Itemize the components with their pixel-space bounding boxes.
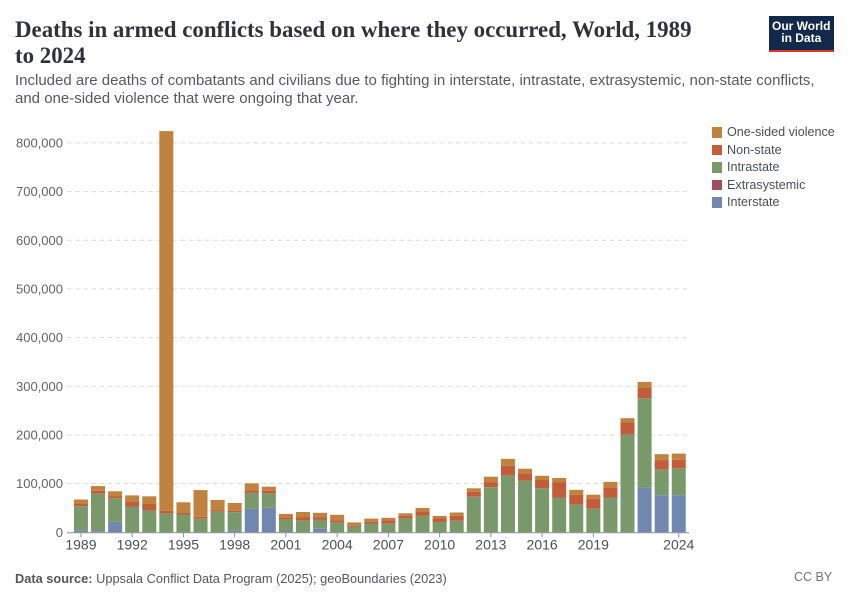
- svg-text:2007: 2007: [373, 537, 404, 553]
- svg-text:1995: 1995: [168, 537, 199, 553]
- svg-text:1989: 1989: [65, 537, 96, 553]
- svg-text:2010: 2010: [424, 537, 455, 553]
- svg-text:2024: 2024: [663, 537, 694, 553]
- svg-text:200,000: 200,000: [16, 428, 63, 443]
- svg-text:2019: 2019: [578, 537, 609, 553]
- svg-text:2016: 2016: [527, 537, 558, 553]
- svg-text:2001: 2001: [270, 537, 301, 553]
- svg-text:1998: 1998: [219, 537, 250, 553]
- svg-text:1992: 1992: [117, 537, 148, 553]
- svg-text:300,000: 300,000: [16, 379, 63, 394]
- svg-text:700,000: 700,000: [16, 184, 63, 199]
- svg-text:2013: 2013: [475, 537, 506, 553]
- svg-text:400,000: 400,000: [16, 330, 63, 345]
- svg-text:800,000: 800,000: [16, 136, 63, 151]
- svg-text:100,000: 100,000: [16, 476, 63, 491]
- svg-text:0: 0: [56, 525, 63, 540]
- svg-text:600,000: 600,000: [16, 233, 63, 248]
- svg-text:2004: 2004: [322, 537, 353, 553]
- svg-text:500,000: 500,000: [16, 282, 63, 297]
